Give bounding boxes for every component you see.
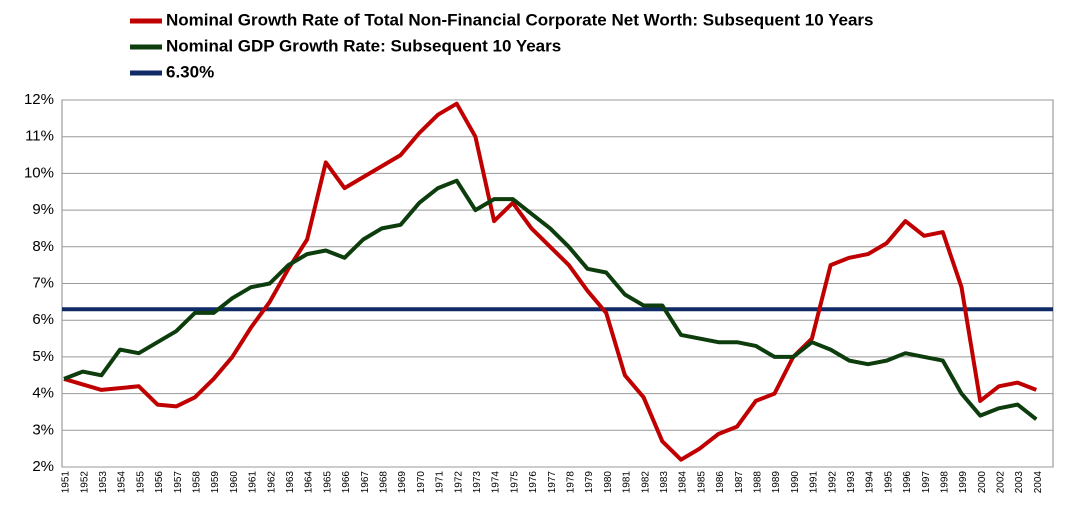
x-tick-label: 1957 <box>173 471 184 494</box>
x-tick-label: 1959 <box>210 471 221 494</box>
x-tick-label: 1964 <box>304 471 315 494</box>
y-tick-label: 9% <box>32 201 54 218</box>
y-tick-label: 7% <box>32 274 54 291</box>
x-tick-label: 1971 <box>435 471 446 494</box>
x-tick-label: 2004 <box>1033 471 1044 494</box>
x-tick-label: 1975 <box>509 471 520 494</box>
x-tick-label: 1985 <box>696 471 707 494</box>
x-tick-label: 1977 <box>547 471 558 494</box>
x-tick-label: 1960 <box>229 471 240 494</box>
x-tick-label: 1980 <box>603 471 614 494</box>
x-tick-label: 1952 <box>79 471 90 494</box>
y-tick-label: 6% <box>32 311 54 328</box>
x-tick-label: 1986 <box>715 471 726 494</box>
y-tick-label: 2% <box>32 458 54 475</box>
x-tick-label: 1990 <box>790 471 801 494</box>
legend-label: Nominal Growth Rate of Total Non-Financi… <box>166 10 873 29</box>
x-tick-label: 1987 <box>734 471 745 494</box>
x-tick-label: 1976 <box>528 471 539 494</box>
x-tick-label: 1982 <box>640 471 651 494</box>
x-tick-label: 1966 <box>341 471 352 494</box>
x-tick-label: 1953 <box>98 471 109 494</box>
x-tick-label: 1955 <box>135 471 146 494</box>
x-tick-label: 1963 <box>285 471 296 494</box>
x-tick-label: 1994 <box>865 471 876 494</box>
x-tick-label: 1981 <box>622 471 633 494</box>
x-tick-label: 1983 <box>659 471 670 494</box>
x-tick-label: 1998 <box>939 471 950 494</box>
x-tick-label: 2003 <box>1014 471 1025 494</box>
x-tick-label: 1973 <box>472 471 483 494</box>
legend-label: 6.30% <box>166 62 214 81</box>
x-tick-label: 1989 <box>771 471 782 494</box>
x-tick-label: 1967 <box>360 471 371 494</box>
x-tick-label: 1974 <box>491 471 502 494</box>
x-tick-label: 1970 <box>416 471 427 494</box>
x-tick-label: 1988 <box>752 471 763 494</box>
x-tick-label: 1979 <box>584 471 595 494</box>
y-tick-label: 3% <box>32 421 54 438</box>
x-tick-label: 1969 <box>397 471 408 494</box>
x-tick-label: 1951 <box>61 471 72 494</box>
series-line <box>63 178 1038 421</box>
x-tick-label: 1992 <box>827 471 838 494</box>
x-tick-label: 1958 <box>192 471 203 494</box>
y-tick-label: 10% <box>24 164 54 181</box>
x-tick-label: 1995 <box>883 471 894 494</box>
x-tick-label: 2000 <box>977 471 988 494</box>
series-line <box>63 101 1038 462</box>
x-tick-label: 1962 <box>266 471 277 494</box>
y-tick-label: 4% <box>32 385 54 402</box>
x-tick-label: 1968 <box>379 471 390 494</box>
x-tick-label: 1954 <box>117 471 128 494</box>
y-tick-label: 11% <box>25 128 54 145</box>
x-tick-label: 1997 <box>921 471 932 494</box>
x-tick-label: 1961 <box>248 471 259 494</box>
x-tick-label: 1999 <box>958 471 969 494</box>
y-tick-label: 5% <box>32 348 54 365</box>
x-tick-label: 2002 <box>996 471 1007 494</box>
x-tick-label: 1956 <box>154 471 165 494</box>
x-tick-label: 1993 <box>846 471 857 494</box>
legend-label: Nominal GDP Growth Rate: Subsequent 10 Y… <box>166 36 561 55</box>
x-tick-label: 1978 <box>565 471 576 494</box>
x-tick-label: 1965 <box>322 471 333 494</box>
y-tick-label: 12% <box>24 91 54 108</box>
x-tick-label: 1991 <box>809 471 820 494</box>
x-tick-label: 1984 <box>678 471 689 494</box>
y-tick-label: 8% <box>32 238 54 255</box>
x-tick-label: 1996 <box>902 471 913 494</box>
x-tick-label: 1972 <box>453 471 464 494</box>
